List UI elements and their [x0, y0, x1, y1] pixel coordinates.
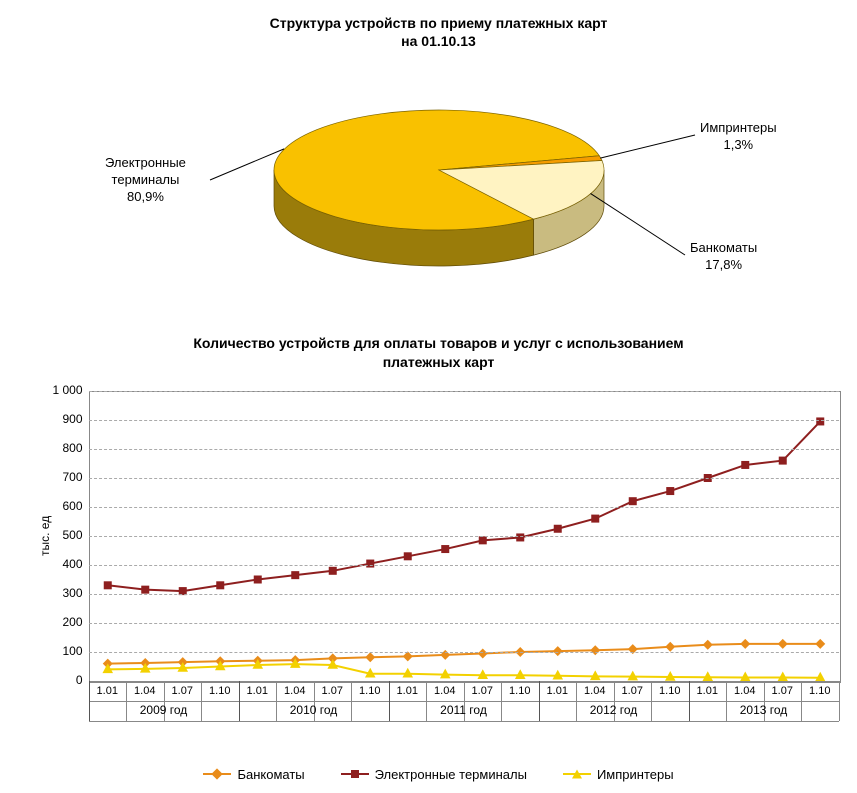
x-border: [89, 681, 839, 682]
legend-swatch: [341, 768, 369, 780]
xtick-label: 1.01: [89, 685, 125, 697]
legend-label: Электронные терминалы: [375, 767, 527, 782]
pie-chart: Электронныетерминалы80,9% Импринтеры1,3% Б…: [10, 60, 857, 320]
legend-item: Электронные терминалы: [341, 767, 527, 782]
xtick-label: 1.10: [352, 685, 388, 697]
grid-line: [89, 623, 839, 624]
line-chart: 01002003004005006007008009001 000 1.011.…: [24, 381, 854, 761]
x-group-label: 2010 год: [239, 703, 389, 717]
grid-line: [89, 565, 839, 566]
pie-slice-label: Электронныетерминалы80,9%: [105, 155, 186, 206]
ytick-label: 1 000: [43, 383, 83, 397]
x-border: [89, 701, 839, 702]
xtick-label: 1.10: [502, 685, 538, 697]
grid-line: [89, 536, 839, 537]
x-group-label: 2013 год: [689, 703, 839, 717]
ytick-label: 600: [43, 499, 83, 513]
ytick-label: 400: [43, 557, 83, 571]
x-group-label: 2011 год: [389, 703, 539, 717]
legend-swatch: [203, 768, 231, 780]
pie-chart-title: Структура устройств по приему платежных …: [10, 14, 857, 50]
ytick-label: 100: [43, 644, 83, 658]
grid-line: [89, 507, 839, 508]
xtick-label: 1.07: [164, 685, 200, 697]
grid-line: [89, 449, 839, 450]
x-group-divider: [239, 681, 240, 721]
x-group-divider: [389, 681, 390, 721]
xtick-label: 1.01: [689, 685, 725, 697]
grid-line: [89, 594, 839, 595]
xtick-label: 1.07: [614, 685, 650, 697]
xtick-label: 1.07: [314, 685, 350, 697]
ytick-label: 800: [43, 441, 83, 455]
legend-item: Импринтеры: [563, 767, 674, 782]
grid-line: [89, 420, 839, 421]
x-group-divider: [539, 681, 540, 721]
xtick-label: 1.07: [464, 685, 500, 697]
legend: Банкоматы Электронные терминалы Импринтеры: [10, 767, 857, 784]
legend-swatch: [563, 768, 591, 780]
xtick-label: 1.01: [389, 685, 425, 697]
x-border: [839, 681, 840, 721]
legend-item: Банкоматы: [203, 767, 304, 782]
xtick-label: 1.10: [802, 685, 838, 697]
x-group-divider: [89, 681, 90, 721]
grid-line: [89, 391, 839, 392]
line-chart-title: Количество устройств для оплаты товаров …: [10, 334, 857, 370]
x-group-label: 2009 год: [89, 703, 239, 717]
ytick-label: 0: [43, 673, 83, 687]
legend-label: Импринтеры: [597, 767, 674, 782]
xtick-label: 1.04: [727, 685, 763, 697]
pie-slice-label: Импринтеры1,3%: [700, 120, 777, 154]
y-axis-title: тыс. ед: [38, 516, 52, 556]
ytick-label: 900: [43, 412, 83, 426]
xtick-label: 1.04: [127, 685, 163, 697]
xtick-label: 1.07: [764, 685, 800, 697]
xtick-label: 1.04: [427, 685, 463, 697]
ytick-label: 700: [43, 470, 83, 484]
x-group-label: 2012 год: [539, 703, 689, 717]
x-border: [89, 721, 839, 722]
pie-slice-label: Банкоматы17,8%: [690, 240, 757, 274]
ytick-label: 300: [43, 586, 83, 600]
xtick-label: 1.10: [202, 685, 238, 697]
legend-label: Банкоматы: [237, 767, 304, 782]
grid-line: [89, 478, 839, 479]
grid-line: [89, 652, 839, 653]
x-group-divider: [689, 681, 690, 721]
ytick-label: 200: [43, 615, 83, 629]
xtick-label: 1.01: [239, 685, 275, 697]
xtick-label: 1.04: [577, 685, 613, 697]
xtick-label: 1.10: [652, 685, 688, 697]
xtick-label: 1.01: [539, 685, 575, 697]
xtick-label: 1.04: [277, 685, 313, 697]
